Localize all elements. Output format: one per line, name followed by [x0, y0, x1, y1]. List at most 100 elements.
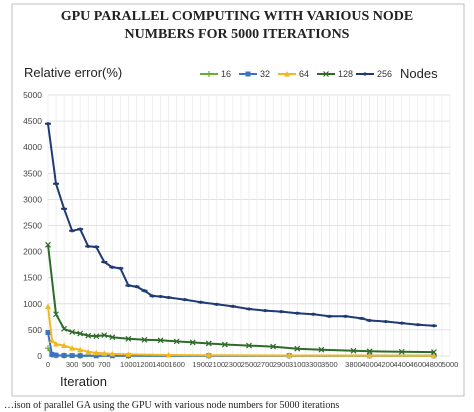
x-tick-label: 2500 — [241, 360, 258, 369]
x-tick-label: 2900 — [273, 360, 290, 369]
data-point-128 — [85, 332, 92, 339]
data-point-256 — [165, 295, 172, 300]
chart-border — [11, 3, 465, 397]
x-tick-label: 3100 — [289, 360, 306, 369]
data-point-128 — [157, 337, 164, 344]
x-axis-ticks: 0 300 500 700 1000 1200 1400 1600 1900 2100 2300 25… — [46, 360, 458, 369]
y-tick-label: 0 — [37, 351, 42, 361]
data-point-64 — [101, 350, 108, 356]
series-256 — [45, 122, 437, 328]
legend-marker — [323, 71, 329, 77]
data-point-128 — [69, 329, 76, 335]
series-128 — [45, 241, 437, 356]
x-tick-label: 2100 — [208, 360, 225, 369]
data-point-256 — [125, 283, 132, 288]
y-axis-label: Relative error(%) — [24, 65, 122, 80]
x-tick-label: 1900 — [192, 360, 209, 369]
y-tick-label: 2000 — [23, 247, 42, 257]
data-point-128 — [430, 349, 437, 356]
chart-title-line-2: NUMBERS FOR 5000 ITERATIONS — [125, 27, 350, 42]
data-point-256 — [278, 310, 285, 314]
data-point-128 — [318, 346, 325, 353]
x-tick-label: 1000 — [120, 360, 137, 369]
y-tick-label: 2500 — [23, 221, 42, 231]
data-point-64 — [69, 345, 76, 351]
legend-label: 64 — [299, 69, 309, 79]
x-tick-label: 3800 — [345, 360, 362, 369]
y-tick-label: 4000 — [23, 142, 42, 152]
data-point-256 — [157, 294, 164, 299]
legend-item-128: 128 — [317, 69, 353, 79]
legend-marker — [245, 71, 251, 77]
data-point-256 — [93, 245, 100, 249]
legend-item-64: 64 — [278, 69, 309, 79]
data-point-256 — [141, 289, 148, 293]
data-point-32 — [69, 353, 75, 359]
data-point-256 — [53, 182, 60, 186]
data-point-128 — [270, 343, 277, 350]
y-tick-label: 1000 — [23, 299, 42, 309]
data-point-128 — [294, 345, 301, 352]
data-point-256 — [149, 294, 156, 298]
data-point-128 — [53, 311, 59, 318]
data-point-256 — [246, 307, 252, 311]
data-point-128 — [125, 335, 132, 342]
y-tick-label: 3500 — [23, 168, 42, 178]
chart-title-line-1: GPU PARALLEL COMPUTING WITH VARIOUS NODE — [61, 9, 414, 24]
data-point-32 — [45, 330, 51, 336]
data-point-256 — [294, 311, 301, 315]
y-tick-label: 5000 — [23, 90, 42, 100]
series-line-128 — [47, 244, 434, 354]
data-point-128 — [45, 241, 51, 248]
data-point-256 — [181, 298, 188, 302]
data-point-256 — [77, 227, 84, 231]
data-point-32 — [53, 352, 59, 358]
legend-label: 256 — [377, 69, 392, 79]
legend-marker — [362, 72, 368, 76]
data-point-128 — [93, 333, 100, 340]
x-tick-label: 4200 — [377, 360, 394, 369]
chart-figure: GPU PARALLEL COMPUTING WITH VARIOUS NODE… — [0, 0, 474, 400]
data-point-256 — [85, 244, 92, 248]
chart-background — [0, 0, 474, 400]
data-point-128 — [61, 325, 68, 332]
x-axis-label: Iteration — [60, 374, 107, 389]
chart-legend: 16 32 64 128 256 — [200, 69, 392, 79]
legend-item-32: 32 — [239, 69, 270, 79]
x-tick-label: 4800 — [426, 360, 443, 369]
x-tick-label: 4400 — [393, 360, 410, 369]
x-tick-label: 1200 — [136, 360, 153, 369]
data-point-256 — [213, 302, 220, 306]
data-point-128 — [189, 339, 196, 346]
data-point-256 — [382, 319, 389, 324]
data-point-64 — [205, 352, 212, 358]
x-tick-label: 4600 — [409, 360, 426, 369]
data-point-128 — [366, 348, 373, 355]
y-tick-label: 1500 — [23, 273, 42, 283]
y-axis-ticks: 0 500 1000 1500 2000 2500 3000 3500 4000 4500 5000 — [23, 90, 42, 361]
legend-label: 32 — [260, 69, 270, 79]
data-point-64 — [125, 351, 132, 357]
data-point-64 — [366, 352, 373, 359]
series-64 — [45, 303, 437, 359]
x-tick-label: 0 — [46, 360, 50, 369]
x-tick-label: 700 — [98, 360, 111, 369]
series-line-64 — [47, 306, 434, 357]
data-point-256 — [197, 300, 204, 304]
x-tick-label: 5000 — [442, 360, 459, 369]
data-point-128 — [350, 347, 357, 354]
data-point-128 — [173, 338, 180, 345]
data-point-256 — [310, 312, 317, 316]
y-tick-label: 3000 — [23, 194, 42, 204]
x-tick-label: 300 — [66, 360, 79, 369]
x-tick-label: 500 — [82, 360, 95, 369]
legend-item-256: 256 — [356, 69, 392, 79]
data-point-256 — [358, 316, 365, 321]
data-point-64 — [61, 342, 68, 349]
data-point-64 — [109, 350, 116, 357]
data-point-64 — [165, 351, 172, 358]
y-tick-label: 500 — [28, 325, 42, 335]
legend-label: 16 — [221, 69, 231, 79]
data-point-32 — [93, 353, 99, 359]
data-point-256 — [45, 122, 51, 126]
